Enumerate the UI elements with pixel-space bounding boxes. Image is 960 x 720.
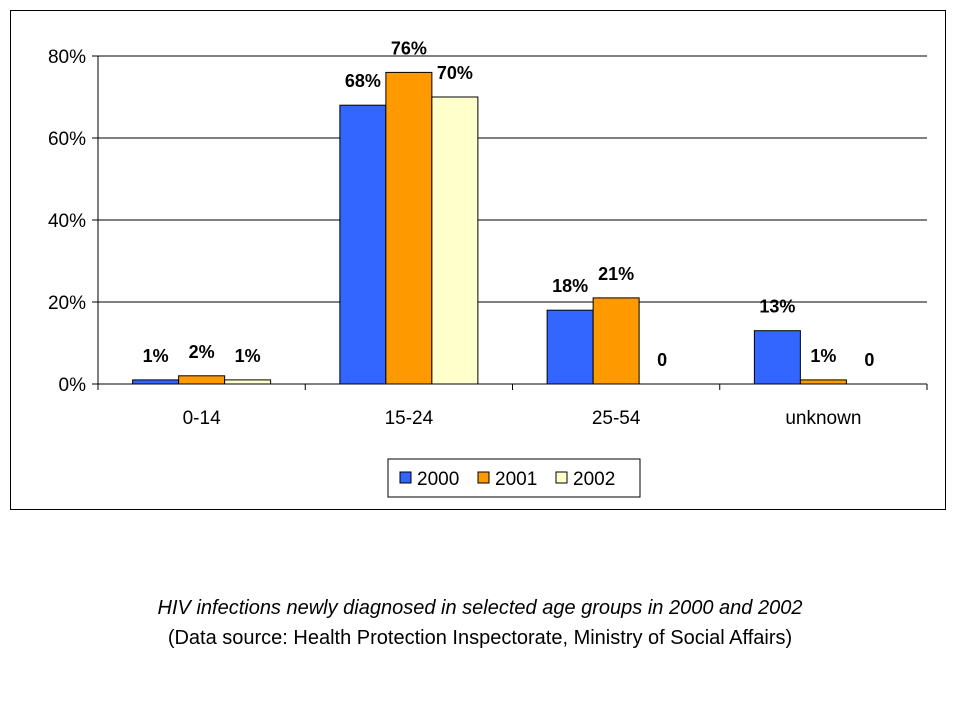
data-label: 2% [189,342,215,362]
x-tick-label: 25-54 [592,408,641,429]
legend-swatch-2001 [477,471,490,484]
y-tick-label: 80% [48,47,86,68]
legend-label: 2000 [417,469,459,490]
data-label: 1% [143,346,169,366]
data-label: 1% [235,346,261,366]
data-label: 0 [657,350,667,370]
bar-2000-15-24 [339,104,387,385]
x-tick-label: 15-24 [385,408,434,429]
legend-swatch-2000 [399,471,412,484]
data-label: 76% [391,38,427,58]
data-label: 70% [437,63,473,83]
data-label: 13% [759,297,795,317]
bar-2000-0-14 [132,379,180,385]
x-tick-label: unknown [785,408,861,429]
y-tick-label: 20% [48,293,86,314]
data-label: 1% [810,346,836,366]
bar-2001-25-54 [592,297,640,385]
y-tick-label: 60% [48,129,86,150]
legend-swatch-2002 [555,471,568,484]
data-label: 21% [598,264,634,284]
data-label: 0 [864,350,874,370]
bar-2001-unknown [799,379,847,385]
bar-chart: 0% 20% 40% 60% 80% 1% 2% 1% 0-14 68% 76% 70% 15-24 18… [48,38,928,498]
bar-2002-15-24 [431,96,479,385]
chart-frame: 0% 20% 40% 60% 80% 1% 2% 1% 0-14 68% 76% 70% 15-24 18… [10,10,946,510]
legend-label: 2001 [495,469,537,490]
legend [387,458,641,498]
data-label: 68% [345,71,381,91]
data-label: 18% [552,276,588,296]
bar-2000-25-54 [546,309,594,385]
caption-title: HIV infections newly diagnosed in select… [157,597,803,619]
bar-2001-0-14 [178,375,226,385]
bar-2001-15-24 [385,71,433,385]
y-tick-label: 40% [48,211,86,232]
legend-label: 2002 [573,469,615,490]
x-tick-label: 0-14 [183,408,221,429]
caption-source: (Data source: Health Protection Inspecto… [167,627,793,649]
bar-2000-unknown [753,330,801,385]
bar-2002-0-14 [224,379,272,385]
y-tick-label: 0% [59,375,87,396]
